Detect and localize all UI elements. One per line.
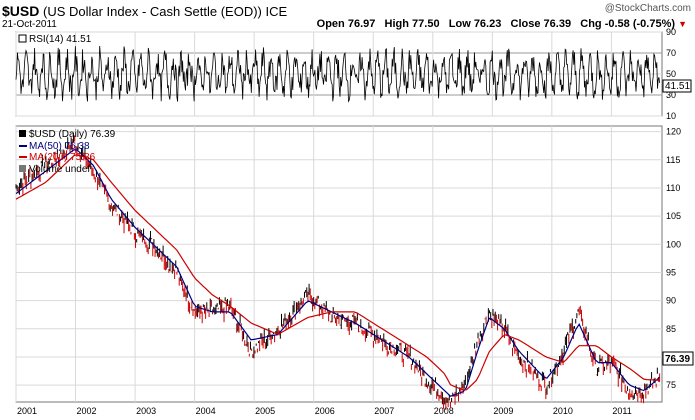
price-tick-label: 95 — [666, 267, 676, 277]
exchange: ICE — [265, 4, 288, 19]
volume-legend-icon — [19, 165, 26, 172]
close-value: 76.39 — [543, 18, 572, 30]
open-value: 76.97 — [347, 18, 376, 30]
rsi-line — [15, 45, 660, 103]
watermark: @StockCharts.com — [604, 3, 691, 14]
x-tick-label: 2007 — [374, 406, 394, 416]
rsi-value-tag: 41.51 — [662, 79, 692, 93]
low-value: 76.23 — [473, 18, 502, 30]
chart-date: 21-Oct-2011 — [2, 19, 57, 30]
high-value: 77.50 — [412, 18, 440, 30]
quote-summary: Open 76.97 High 77.50 Low 76.23 Close 76… — [317, 18, 687, 30]
price-value-tag: 76.39 — [662, 351, 694, 366]
price-tag-text: 76.39 — [665, 354, 690, 365]
price-tick-label: 85 — [666, 324, 676, 334]
close-label: Close — [510, 18, 541, 30]
rsi-layer — [15, 45, 660, 103]
rsi-tick-label: 50 — [666, 69, 676, 79]
chg-value: -0.58 (-0.75%) — [604, 18, 676, 30]
x-tick-label: 2004 — [196, 406, 216, 416]
rsi-legend-text: RSI(14) 41.51 — [29, 34, 92, 45]
low-label: Low — [448, 18, 471, 30]
down-arrow-icon: ▼ — [678, 19, 687, 29]
x-tick-label: 2001 — [17, 406, 37, 416]
rsi-tag-text: 41.51 — [665, 81, 690, 92]
x-tick-label: 2005 — [255, 406, 275, 416]
price-legend-icon — [19, 130, 26, 137]
ma200-legend-text: MA(200) 75.86 — [29, 152, 96, 163]
symbol: $USD — [2, 3, 40, 19]
price-tick-label: 115 — [666, 155, 680, 165]
chart-header: $USD (US Dollar Index - Cash Settle (EOD… — [0, 0, 695, 32]
rsi-tag-box — [662, 79, 692, 93]
price-legend-text: $USD (Daily) 76.39 — [29, 129, 116, 140]
x-tick-label: 2009 — [493, 406, 513, 416]
ma50-line — [15, 149, 660, 397]
rsi-tick-label: 30 — [666, 90, 676, 100]
ma50-legend-text: MA(50) 76.38 — [29, 141, 90, 152]
open-label: Open — [316, 18, 345, 30]
price-layer — [15, 133, 661, 411]
instrument-name: (US Dollar Index - Cash Settle (EOD)) — [42, 4, 262, 19]
x-tick-label: 2010 — [553, 406, 573, 416]
high-label: High — [384, 18, 409, 30]
x-tick-label: 2006 — [315, 406, 335, 416]
axis-ticks: 9070503010120115110105100959085807520012… — [17, 27, 681, 416]
price-tick-label: 90 — [666, 296, 676, 306]
x-tick-label: 2008 — [434, 406, 454, 416]
price-tick-label: 75 — [666, 380, 676, 390]
x-tick-label: 2002 — [77, 406, 97, 416]
rsi-tick-label: 10 — [666, 111, 676, 121]
price-panel-frame — [15, 125, 663, 403]
x-tick-label: 2003 — [136, 406, 156, 416]
ma200-line — [15, 154, 660, 391]
x-tick-label: 2011 — [612, 406, 631, 416]
price-tick-label: 105 — [666, 211, 681, 221]
chg-label: Chg — [580, 18, 602, 30]
rsi-legend-icon — [18, 34, 27, 43]
rsi-legend: RSI(14) 41.51 — [18, 34, 92, 45]
gridlines — [15, 31, 662, 402]
chart-title: $USD (US Dollar Index - Cash Settle (EOD… — [2, 3, 287, 19]
price-tick-label: 100 — [666, 239, 681, 249]
price-tick-label: 120 — [666, 127, 681, 137]
price-legend: $USD (Daily) 76.39 MA(50) 76.38 MA(200) … — [19, 129, 116, 175]
price-tick-label: 110 — [666, 183, 680, 193]
price-tag-box — [662, 351, 694, 366]
rsi-tick-label: 90 — [666, 27, 676, 37]
rsi-tick-label: 70 — [666, 48, 676, 58]
volume-legend-text: Volume undef — [29, 164, 90, 175]
